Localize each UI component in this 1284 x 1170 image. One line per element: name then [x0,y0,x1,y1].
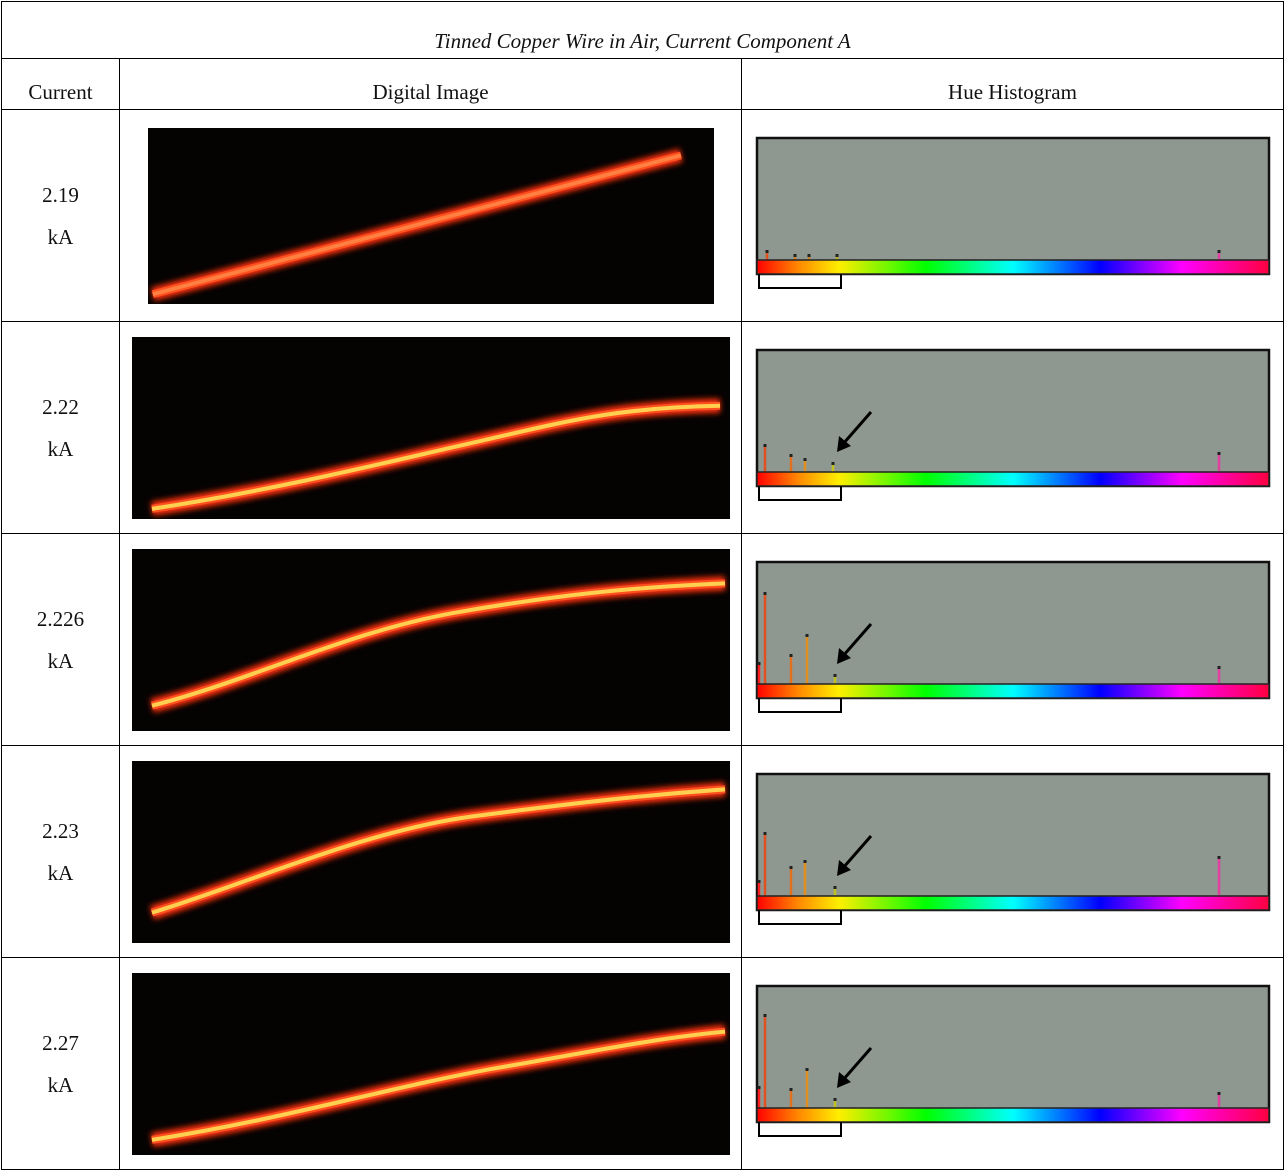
hue-histogram [753,348,1273,508]
current-label: 2.27 kA [42,1022,79,1106]
digital-image [148,128,714,304]
current-cell: 2.226 kA [2,534,120,746]
digital-image [132,761,730,943]
hue-histogram [753,984,1273,1144]
image-cell [120,322,742,534]
hue-histogram [753,772,1273,932]
table-row: 2.22 kA [2,322,1284,534]
current-cell: 2.19 kA [2,110,120,322]
digital-image [132,337,730,519]
current-label: 2.226 kA [37,598,84,682]
column-header: Hue Histogram [742,59,1284,110]
image-cell [120,534,742,746]
hue-histogram [753,136,1273,296]
histogram-cell [742,110,1284,322]
column-header: Digital Image [120,59,742,110]
current-cell: 2.23 kA [2,746,120,958]
histogram-cell [742,322,1284,534]
histogram-cell [742,958,1284,1170]
histogram-cell [742,746,1284,958]
table-row: 2.19 kA [2,110,1284,322]
current-label: 2.19 kA [42,174,79,258]
digital-image [132,549,730,731]
current-label: 2.23 kA [42,810,79,894]
current-cell: 2.27 kA [2,958,120,1170]
table-row: 2.226 kA [2,534,1284,746]
column-header: Current [2,59,120,110]
current-cell: 2.22 kA [2,322,120,534]
results-table: Tinned Copper Wire in Air, Current Compo… [1,1,1284,1170]
digital-image [132,973,730,1155]
hue-histogram [753,560,1273,720]
page: Tinned Copper Wire in Air, Current Compo… [0,0,1284,1166]
image-cell [120,746,742,958]
table-title: Tinned Copper Wire in Air, Current Compo… [2,2,1284,59]
image-cell [120,110,742,322]
image-cell [120,958,742,1170]
histogram-cell [742,534,1284,746]
table-row: 2.27 kA [2,958,1284,1170]
current-label: 2.22 kA [42,386,79,470]
table-row: 2.23 kA [2,746,1284,958]
